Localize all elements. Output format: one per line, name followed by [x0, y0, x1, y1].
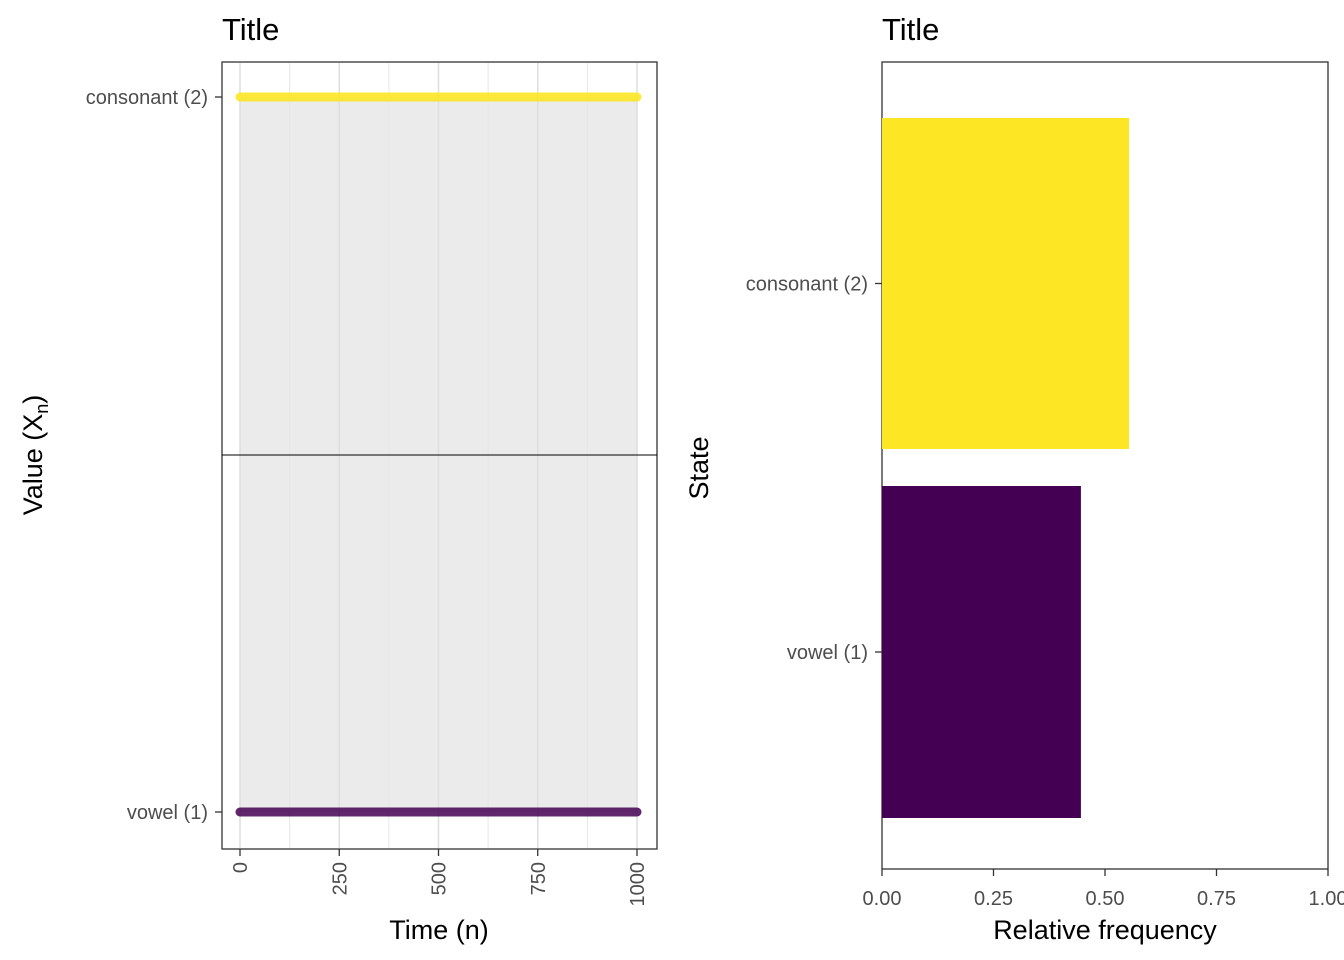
x-tick-label: 500: [429, 862, 451, 895]
y-tick-label: vowel (1): [787, 642, 868, 664]
right-bars: [882, 118, 1130, 818]
y-tick-label: consonant (2): [746, 274, 868, 296]
right-y-ticks: consonant (2) vowel (1): [746, 274, 882, 664]
y-tick-label: consonant (2): [86, 87, 208, 109]
right-x-axis-label: Relative frequency: [993, 915, 1217, 945]
right-x-ticks: 0.00 0.25 0.50 0.75 1.00: [863, 869, 1344, 910]
right-y-axis-label: State: [684, 436, 714, 499]
x-tick-label: 0: [230, 862, 252, 873]
x-tick-label: 0.75: [1197, 888, 1236, 910]
x-tick-label: 0.25: [974, 888, 1013, 910]
left-y-ticks: vowel (1) consonant (2): [86, 87, 222, 824]
left-y-axis-label: Value (Xn): [18, 395, 52, 516]
x-tick-label: 250: [329, 862, 351, 895]
x-tick-label: 0.00: [863, 888, 902, 910]
bar-consonant: [882, 118, 1130, 449]
x-tick-label: 1.00: [1309, 888, 1344, 910]
bar-vowel: [882, 486, 1081, 818]
right-chart: Title 0.00 0.25 0.50 0.75 1.00 consonant (2)…: [684, 12, 1344, 945]
x-tick-label: 750: [528, 862, 550, 895]
left-chart: Title 0 250 500 750 1000 vowel (1) consonant …: [18, 12, 658, 945]
x-tick-label: 1000: [627, 862, 649, 907]
x-tick-label: 0.50: [1086, 888, 1125, 910]
left-series-lines: [235, 92, 642, 817]
right-chart-title: Title: [882, 12, 939, 47]
left-x-ticks: 0 250 500 750 1000: [230, 849, 649, 907]
left-x-axis-label: Time (n): [389, 915, 489, 945]
left-chart-title: Title: [222, 12, 279, 47]
y-tick-label: vowel (1): [127, 802, 208, 824]
